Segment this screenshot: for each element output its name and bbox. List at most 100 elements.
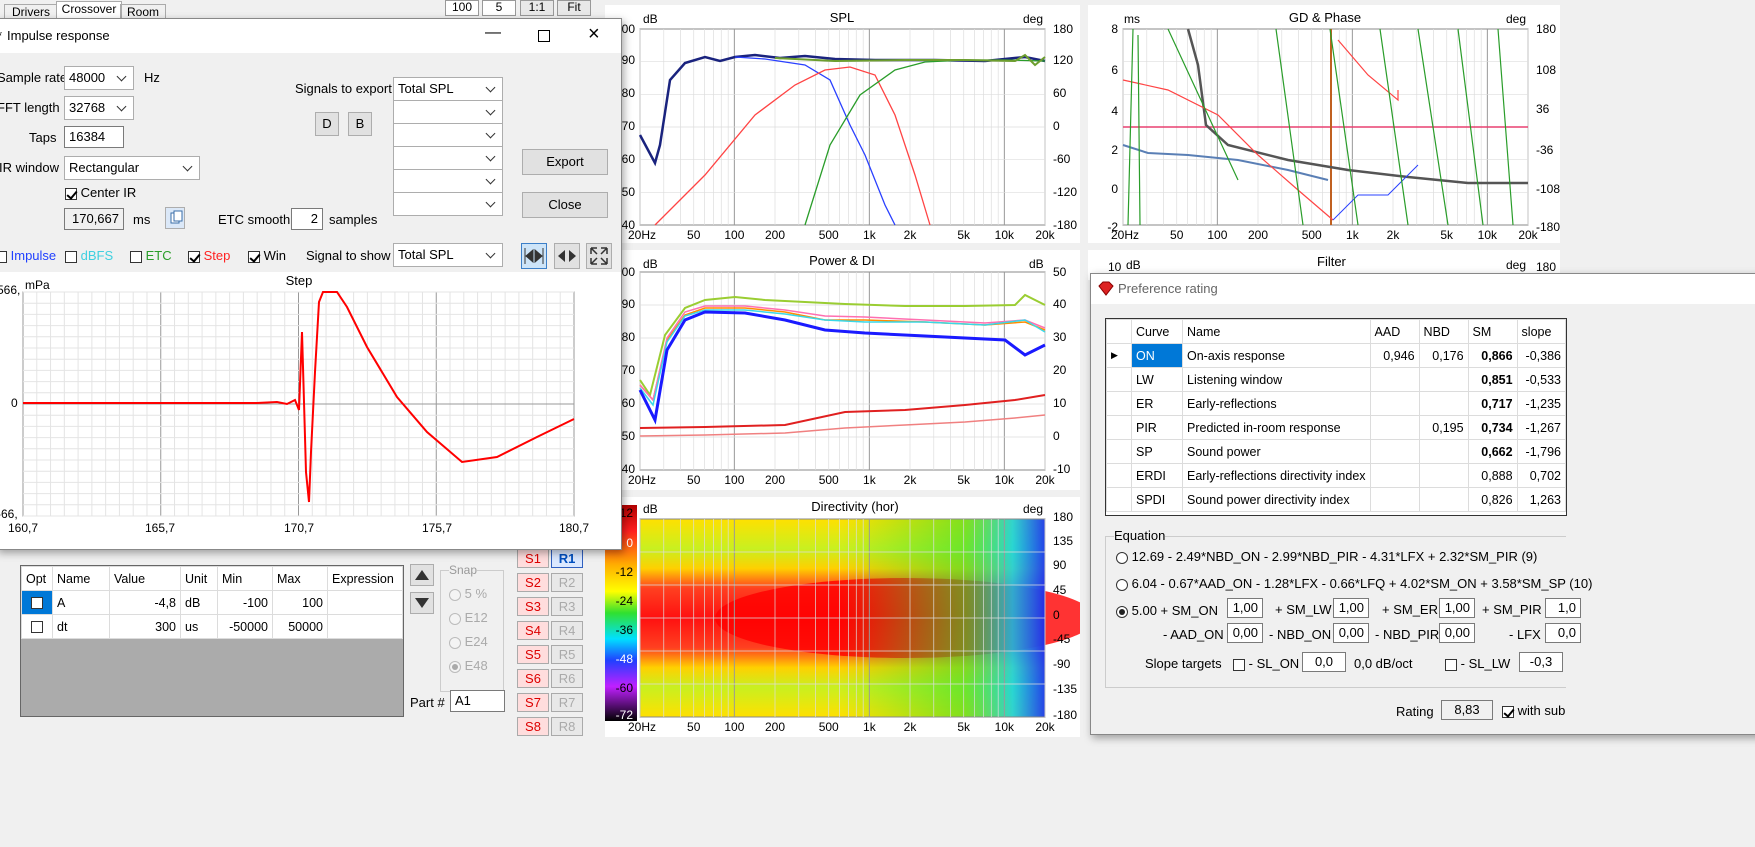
- export-signal-select-3[interactable]: [393, 123, 503, 147]
- win-checkbox[interactable]: Win: [248, 248, 286, 263]
- table-row[interactable]: ER Early-reflections 0,717 -1,235: [1106, 391, 1567, 416]
- r2-button[interactable]: R2: [551, 573, 583, 592]
- r4-button[interactable]: R4: [551, 621, 583, 640]
- x-tick-label: 5k: [957, 473, 971, 487]
- spl-chart: SPL dB deg 100 90 80 70 60 50 40 180 120…: [615, 10, 1077, 242]
- export-signal-select-2[interactable]: [393, 100, 503, 124]
- nbd-on-weight-field[interactable]: 0,00: [1333, 623, 1369, 643]
- x-tick-label: 50: [687, 720, 701, 734]
- equation-9-radio[interactable]: 12.69 - 2.49*NBD_ON - 2.99*NBD_PIR - 4.3…: [1116, 549, 1537, 564]
- s6-button[interactable]: S6: [517, 669, 549, 688]
- r3-button[interactable]: R3: [551, 597, 583, 616]
- table-row[interactable]: PIR Predicted in-room response 0,195 0,7…: [1106, 415, 1567, 440]
- maximize-button[interactable]: [538, 30, 550, 42]
- lfx-weight-field[interactable]: 0,0: [1545, 623, 1581, 643]
- r8-button[interactable]: R8: [551, 717, 583, 736]
- snap-e24-radio[interactable]: E24: [449, 634, 488, 649]
- sm-er-weight-field[interactable]: 1,00: [1439, 598, 1475, 618]
- y-right-ticks: 180 120 60 0 -60 -120 -180: [1053, 22, 1077, 232]
- s8-button[interactable]: S8: [517, 717, 549, 736]
- svg-text:160,7: 160,7: [8, 521, 38, 535]
- s2-button[interactable]: S2: [517, 573, 549, 592]
- dbfs-checkbox[interactable]: dBFS: [65, 248, 113, 263]
- etc-checkbox[interactable]: ETC: [130, 248, 172, 263]
- zoom-step-field[interactable]: 5: [482, 0, 516, 16]
- export-signal-select-6[interactable]: [393, 192, 503, 216]
- export-button[interactable]: Export: [522, 149, 608, 175]
- opt-checkbox[interactable]: [21, 614, 53, 639]
- x-tick-label: 20Hz: [628, 473, 656, 487]
- export-signal-select-1[interactable]: Total SPL: [393, 77, 503, 101]
- x-tick-label: 10k: [995, 473, 1015, 487]
- d-button[interactable]: D: [315, 112, 339, 136]
- table-row[interactable]: SP Sound power 0,662 -1,796: [1106, 439, 1567, 464]
- tab-room[interactable]: Room: [120, 4, 166, 23]
- current-row-arrow-icon: ▶: [1106, 343, 1132, 368]
- svg-text:-10: -10: [1053, 462, 1071, 476]
- s1-button[interactable]: S1: [517, 549, 549, 568]
- table-row[interactable]: ERDI Early-reflections directivity index…: [1106, 463, 1567, 488]
- sm-lw-weight-field[interactable]: 1,00: [1333, 598, 1369, 618]
- table-row[interactable]: A -4,8 dB -100 100: [21, 590, 403, 615]
- b-button[interactable]: B: [348, 112, 372, 136]
- sm-pir-weight-field[interactable]: 1,0: [1545, 598, 1581, 618]
- step-checkbox[interactable]: Step: [188, 248, 230, 263]
- tab-crossover[interactable]: Crossover: [56, 1, 122, 23]
- spl-chart-panel: SPL dB deg 100 90 80 70 60 50 40 180 120…: [605, 5, 1080, 243]
- signal-to-show-select[interactable]: Total SPL: [393, 243, 503, 267]
- zoom-horizontal-button[interactable]: [554, 243, 580, 269]
- snap-5pct-radio[interactable]: 5 %: [449, 586, 487, 601]
- nbd-pir-weight-field[interactable]: 0,00: [1439, 623, 1475, 643]
- fit-vertical-button[interactable]: [521, 243, 547, 269]
- aad-on-weight-field[interactable]: 0,00: [1227, 623, 1263, 643]
- x-tick-label: 50: [687, 228, 701, 242]
- move-up-button[interactable]: [410, 564, 434, 586]
- equation-custom-radio[interactable]: 5.00 + SM_ON: [1116, 603, 1218, 618]
- copy-delay-button[interactable]: [165, 207, 185, 229]
- delay-field[interactable]: 170,667: [64, 208, 124, 230]
- center-ir-checkbox[interactable]: Center IR: [65, 185, 136, 200]
- svg-text:-24: -24: [616, 594, 634, 608]
- ir-window-select[interactable]: Rectangular: [64, 156, 200, 180]
- table-row[interactable]: dt 300 us -50000 50000: [21, 614, 403, 639]
- opt-checkbox[interactable]: [21, 590, 53, 615]
- etc-smooth-field[interactable]: 2: [291, 208, 323, 230]
- nbd-on-label: - NBD_ON: [1269, 627, 1332, 642]
- close-button[interactable]: Close: [522, 192, 608, 218]
- export-signal-select-4[interactable]: [393, 146, 503, 170]
- sample-rate-select[interactable]: 48000: [64, 66, 134, 90]
- export-signal-select-5[interactable]: [393, 169, 503, 193]
- table-row[interactable]: LW Listening window 0,851 -0,533: [1106, 367, 1567, 392]
- close-icon[interactable]: ×: [588, 23, 600, 45]
- sl-on-checkbox[interactable]: - SL_ON: [1233, 656, 1299, 671]
- zoom-fit-button[interactable]: Fit: [557, 0, 591, 16]
- sl-lw-checkbox[interactable]: - SL_LW: [1445, 656, 1510, 671]
- table-row[interactable]: ▶ ON On-axis response 0,946 0,176 0,866 …: [1106, 343, 1567, 368]
- zoom-value-field[interactable]: 100: [445, 0, 479, 16]
- taps-field[interactable]: 16384: [64, 126, 124, 148]
- zoom-1to1-button[interactable]: 1:1: [520, 0, 554, 16]
- s7-button[interactable]: S7: [517, 693, 549, 712]
- fft-length-select[interactable]: 32768: [64, 96, 134, 120]
- r6-button[interactable]: R6: [551, 669, 583, 688]
- sl-on-field[interactable]: 0,0: [1302, 652, 1346, 672]
- sl-lw-field[interactable]: -0,3: [1519, 652, 1563, 672]
- part-number-field[interactable]: A1: [450, 690, 505, 712]
- r1-button[interactable]: R1: [551, 549, 583, 568]
- with-sub-checkbox[interactable]: with sub: [1502, 703, 1565, 718]
- snap-e12-radio[interactable]: E12: [449, 610, 488, 625]
- table-row[interactable]: SPDI Sound power directivity index 0,826…: [1106, 487, 1567, 512]
- snap-e48-radio[interactable]: E48: [449, 658, 488, 673]
- move-down-button[interactable]: [410, 592, 434, 614]
- s3-button[interactable]: S3: [517, 597, 549, 616]
- equation-10-radio[interactable]: 6.04 - 0.67*AAD_ON - 1.28*LFX - 0.66*LFQ…: [1116, 576, 1592, 591]
- s4-button[interactable]: S4: [517, 621, 549, 640]
- minimize-button[interactable]: —: [485, 24, 501, 41]
- r7-button[interactable]: R7: [551, 693, 583, 712]
- directivity-chart-panel: Directivity (hor) dB deg 12 0 -12 -24 -3…: [605, 497, 1095, 737]
- impulse-checkbox[interactable]: Impulse: [0, 248, 56, 263]
- fullscreen-button[interactable]: [586, 243, 612, 269]
- s5-button[interactable]: S5: [517, 645, 549, 664]
- sm-on-weight-field[interactable]: 1,00: [1227, 598, 1263, 618]
- r5-button[interactable]: R5: [551, 645, 583, 664]
